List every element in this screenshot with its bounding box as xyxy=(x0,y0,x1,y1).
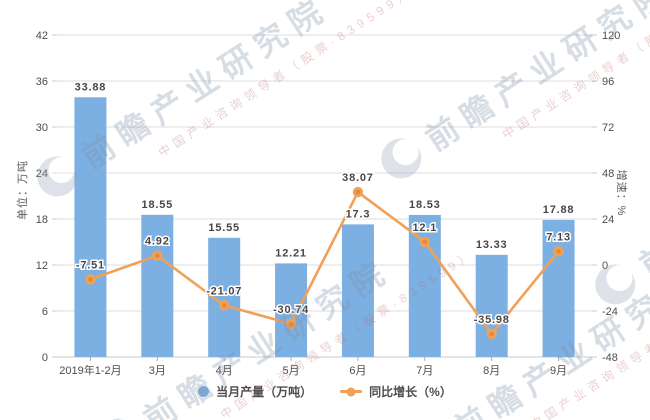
x-axis-label: 7月 xyxy=(416,365,433,377)
right-axis-tick-label: 24 xyxy=(602,214,614,226)
x-axis-label: 2019年1-2月 xyxy=(59,363,121,377)
legend-item-monthly-output[interactable]: 当月产量（万吨） xyxy=(198,383,312,400)
bar-value-label: 13.33 xyxy=(476,239,508,251)
x-axis-label: 3月 xyxy=(149,365,166,377)
bar-value-label: 33.88 xyxy=(75,81,107,93)
left-axis-tick-label: 24 xyxy=(36,168,48,180)
bar-value-label: 17.88 xyxy=(543,204,575,216)
bar-monthly-output xyxy=(475,254,508,357)
right-axis-tick-label: 120 xyxy=(602,30,620,42)
line-value-label: 12.1 xyxy=(413,222,438,234)
left-axis-title: 单位：万吨 xyxy=(17,160,29,220)
bar-value-label: 15.55 xyxy=(208,222,240,234)
x-axis-label: 4月 xyxy=(216,365,233,377)
line-point-core xyxy=(288,321,294,327)
line-point-core xyxy=(355,189,361,195)
bar-value-label: 18.53 xyxy=(409,199,441,211)
x-axis-label: 6月 xyxy=(349,365,366,377)
line-series-marker-dot xyxy=(346,387,356,396)
right-axis-tick-label: -24 xyxy=(602,306,618,318)
left-axis-tick-label: 18 xyxy=(36,214,48,226)
legend-label: 当月产量（万吨） xyxy=(216,385,313,399)
right-axis-tick-label: -48 xyxy=(602,352,618,364)
left-axis-tick-label: 6 xyxy=(42,306,48,318)
bar-value-label: 18.55 xyxy=(142,199,174,211)
legend-item-yoy-growth[interactable]: 同比增长（%） xyxy=(340,383,452,400)
chart-legend: 当月产量（万吨） 同比增长（%） xyxy=(0,383,650,400)
bar-monthly-output xyxy=(275,263,308,357)
line-value-label: -30.74 xyxy=(273,304,309,316)
left-axis-tick-label: 12 xyxy=(36,260,48,272)
right-axis-tick-label: 0 xyxy=(602,260,608,272)
line-value-label: -35.98 xyxy=(474,314,510,326)
line-point-core xyxy=(155,253,160,258)
line-value-label: 7.13 xyxy=(546,231,571,243)
line-value-label: 38.07 xyxy=(342,172,374,184)
bar-value-label: 12.21 xyxy=(275,247,307,259)
line-value-label: 4.92 xyxy=(145,236,170,248)
x-axis-label: 5月 xyxy=(283,365,300,377)
left-axis-tick-label: 42 xyxy=(36,30,48,42)
left-axis-tick-label: 0 xyxy=(42,352,48,364)
x-axis-label: 8月 xyxy=(483,365,500,377)
bar-monthly-output xyxy=(408,214,441,357)
line-point-core xyxy=(422,239,428,245)
right-axis-tick-label: 72 xyxy=(602,122,614,134)
bar-monthly-output xyxy=(542,219,575,357)
right-axis-tick-label: 48 xyxy=(602,168,614,180)
line-point-core xyxy=(556,249,561,254)
line-point-core xyxy=(88,277,93,282)
x-axis-label: 9月 xyxy=(550,365,567,377)
line-series-marker-icon xyxy=(340,387,363,396)
bar-monthly-output xyxy=(341,224,374,357)
bar-monthly-output xyxy=(74,97,107,358)
bar-monthly-output xyxy=(141,214,174,357)
bar-series-marker-icon xyxy=(198,386,210,397)
legend-label: 同比增长（%） xyxy=(369,385,452,399)
line-point-core xyxy=(489,331,494,337)
right-axis-title: 增速：% xyxy=(615,169,627,217)
bar-value-label: 17.3 xyxy=(346,208,371,220)
line-yoy-growth xyxy=(90,190,560,336)
left-axis-tick-label: 36 xyxy=(36,76,48,88)
line-point-core xyxy=(221,303,227,308)
left-axis-tick-label: 30 xyxy=(36,122,48,134)
right-axis-tick-label: 96 xyxy=(602,76,614,88)
line-value-label: -7.51 xyxy=(76,259,105,271)
line-value-label: -21.07 xyxy=(206,285,242,297)
